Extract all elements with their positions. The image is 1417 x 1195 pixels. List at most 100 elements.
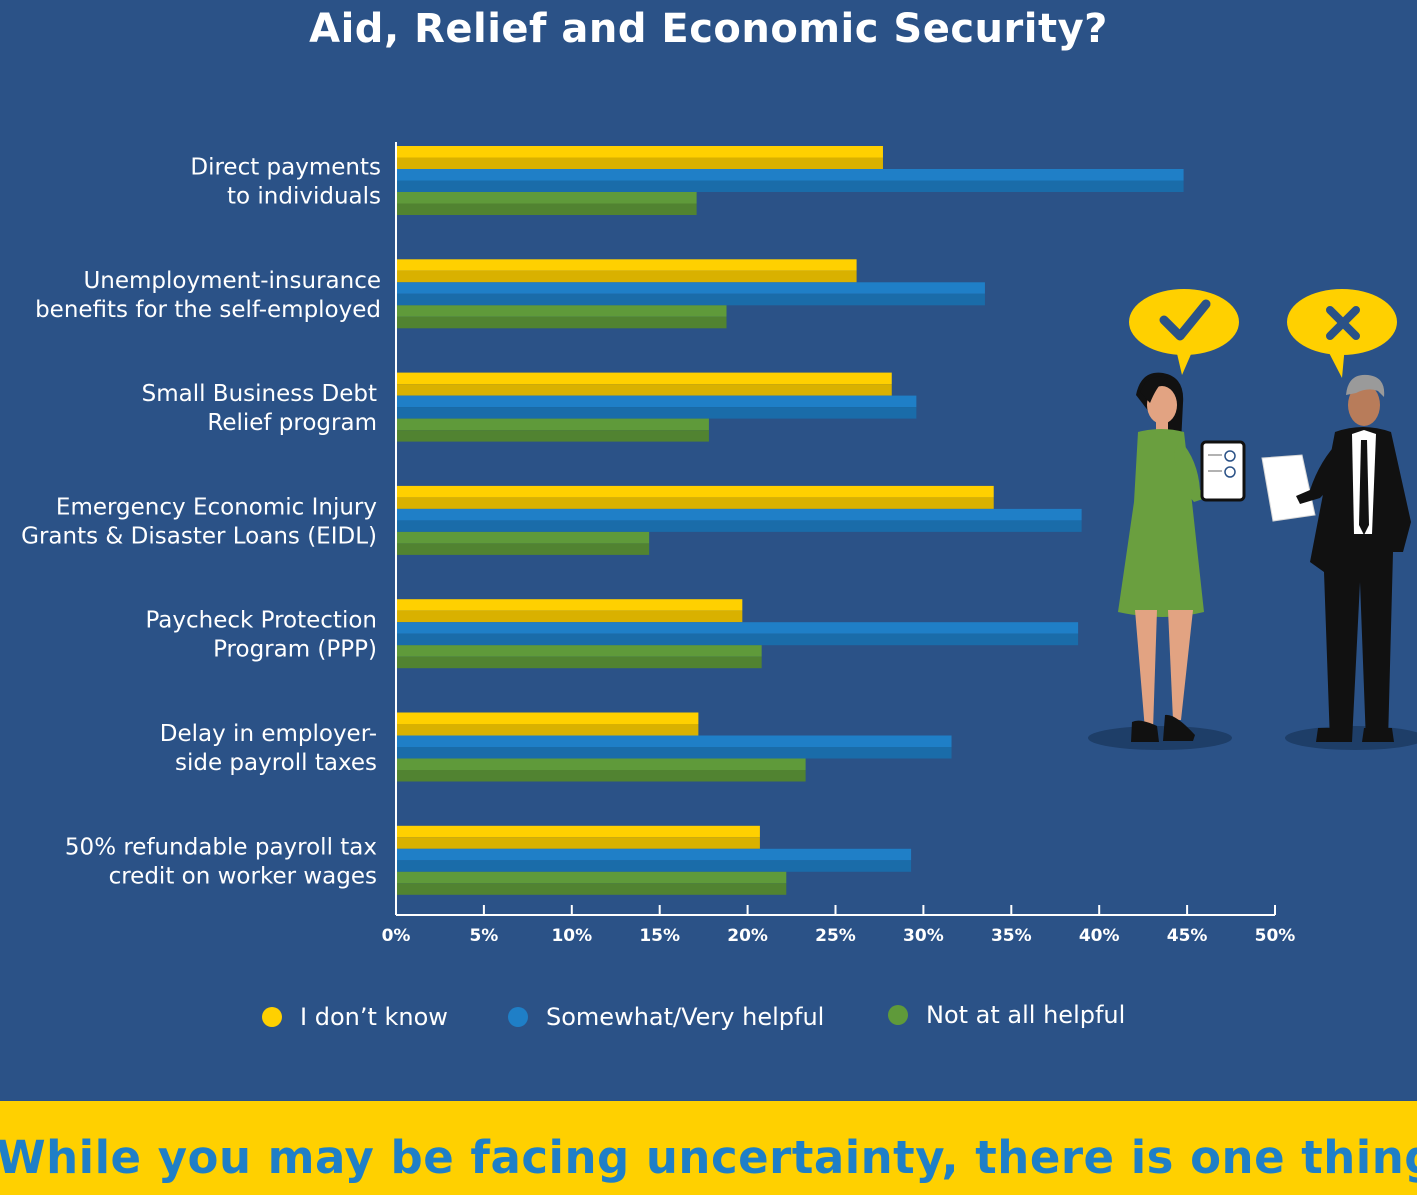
bar xyxy=(396,622,1079,646)
bars-group xyxy=(396,146,1184,895)
bar xyxy=(396,599,743,623)
bar xyxy=(396,305,727,329)
bar-bottom-half xyxy=(396,293,985,306)
bar-bottom-half xyxy=(396,157,883,169)
axes: 0% 5% 10% 15% 20% 25% 30% 35% 40% 45% 50% xyxy=(382,142,1296,946)
bar-bottom-half xyxy=(396,430,709,442)
woman-figure xyxy=(1118,372,1224,742)
bar-top-half xyxy=(396,599,743,611)
bar-top-half xyxy=(396,259,857,271)
legend-label: I don’t know xyxy=(300,1003,448,1031)
x-tick-label: 5% xyxy=(469,926,498,946)
bar-bottom-half xyxy=(396,543,650,555)
bar xyxy=(396,871,787,895)
bar xyxy=(396,192,697,215)
legend: I don’t know Somewhat/Very helpful Not a… xyxy=(0,1001,1417,1039)
x-tick-label: 40% xyxy=(1079,926,1120,946)
legend-dot-green-icon xyxy=(888,1005,908,1025)
category-label: Small Business Debt xyxy=(142,381,377,407)
footer-banner: While you may be facing uncertainty, the… xyxy=(0,1101,1417,1195)
bar-bottom-half xyxy=(396,520,1082,532)
category-label: Direct payments xyxy=(190,155,381,181)
bar-top-half xyxy=(396,192,697,204)
bar xyxy=(396,848,912,872)
footer-text: While you may be facing uncertainty, the… xyxy=(0,1131,1417,1184)
woman-shadow xyxy=(1088,726,1232,750)
bar xyxy=(396,169,1184,192)
tablet-icon xyxy=(1200,440,1246,502)
bar-bottom-half xyxy=(396,837,760,849)
bar xyxy=(396,282,985,306)
cross-icon xyxy=(1326,306,1360,340)
category-label: 50% refundable payroll tax xyxy=(65,834,377,860)
legend-label: Somewhat/Very helpful xyxy=(546,1003,825,1031)
bar-bottom-half xyxy=(396,610,743,623)
legend-item-i-dont-know: I don’t know xyxy=(262,1003,448,1031)
legend-dot-blue-icon xyxy=(508,1007,528,1027)
bar-bottom-half xyxy=(396,633,1079,646)
bar-bottom-half xyxy=(396,316,727,329)
category-label: Paycheck Protection xyxy=(145,608,377,634)
bar-top-half xyxy=(396,146,883,158)
bar xyxy=(396,485,994,509)
bar-bottom-half xyxy=(396,883,787,895)
bar xyxy=(396,645,762,669)
category-labels: Direct payments to individuals Unemploymen… xyxy=(21,155,381,890)
paper-icon xyxy=(1261,454,1316,522)
bar-bottom-half xyxy=(396,770,806,782)
category-label: to individuals xyxy=(227,184,381,210)
legend-dot-yellow-icon xyxy=(262,1007,282,1027)
x-tick-label: 25% xyxy=(815,926,856,946)
bar xyxy=(396,758,806,782)
bar-top-half xyxy=(396,825,760,838)
bar xyxy=(396,825,760,849)
bar-bottom-half xyxy=(396,860,912,872)
bar-top-half xyxy=(396,531,650,544)
x-tick-label: 0% xyxy=(382,926,411,946)
bar-top-half xyxy=(396,418,709,431)
bar-top-half xyxy=(396,645,762,657)
bar xyxy=(396,735,952,759)
chart-title: Aid, Relief and Economic Security? xyxy=(309,6,1108,52)
bar xyxy=(396,259,857,283)
category-label: Delay in employer- xyxy=(160,721,377,747)
bar-top-half xyxy=(396,758,806,770)
bar-chart: Direct payments to individuals Unemploymen… xyxy=(21,142,1296,946)
legend-item-not-at-all-helpful: Not at all helpful xyxy=(888,1001,1125,1029)
bar-top-half xyxy=(396,735,952,747)
bar-bottom-half xyxy=(396,270,857,283)
bar-bottom-half xyxy=(396,497,994,509)
x-tick-label: 50% xyxy=(1255,926,1296,946)
x-tick-label: 20% xyxy=(727,926,768,946)
bar xyxy=(396,712,699,736)
man-figure xyxy=(1261,374,1411,742)
bar xyxy=(396,508,1082,532)
x-tick-label: 35% xyxy=(991,926,1032,946)
speech-bubble-right xyxy=(1287,289,1397,378)
bar-top-half xyxy=(396,395,917,408)
legend-item-somewhat-very-helpful: Somewhat/Very helpful xyxy=(508,1003,824,1031)
category-label: credit on worker wages xyxy=(109,863,377,889)
x-tick-label: 45% xyxy=(1167,926,1208,946)
category-label: Program (PPP) xyxy=(213,637,377,663)
bar-top-half xyxy=(396,712,699,724)
bar-bottom-half xyxy=(396,747,952,759)
legend-label: Not at all helpful xyxy=(926,1001,1126,1029)
bar xyxy=(396,395,917,419)
bar xyxy=(396,531,650,555)
bar-top-half xyxy=(396,372,892,385)
bar-top-half xyxy=(396,871,787,884)
category-label: Grants & Disaster Loans (EIDL) xyxy=(21,523,377,549)
x-tick-label: 10% xyxy=(551,926,592,946)
bar-bottom-half xyxy=(396,384,892,396)
bar-top-half xyxy=(396,485,994,498)
bar-bottom-half xyxy=(396,407,917,419)
category-label: Relief program xyxy=(207,410,377,436)
bar-top-half xyxy=(396,282,985,294)
bar xyxy=(396,418,709,442)
people-illustration xyxy=(1088,289,1417,750)
x-tick-label: 30% xyxy=(903,926,944,946)
bar-top-half xyxy=(396,305,727,317)
bar-top-half xyxy=(396,169,1184,181)
bar-bottom-half xyxy=(396,724,699,736)
